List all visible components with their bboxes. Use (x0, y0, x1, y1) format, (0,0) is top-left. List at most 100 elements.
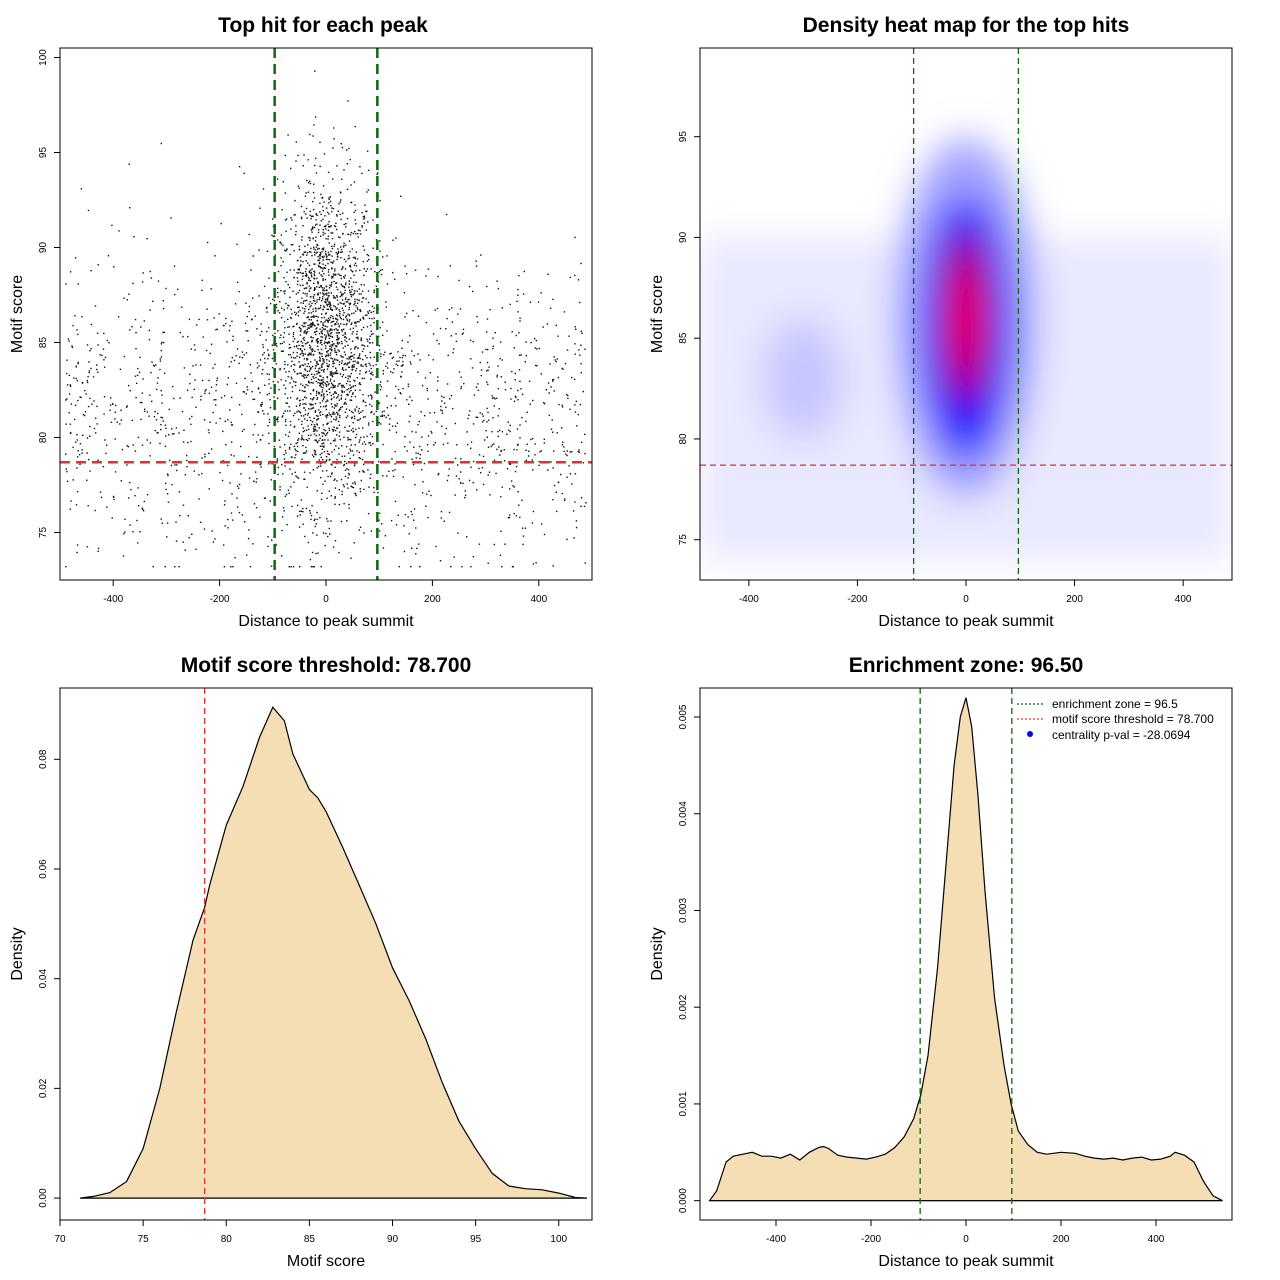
scatter-point (345, 226, 347, 228)
scatter-point (532, 399, 534, 402)
scatter-point (327, 235, 330, 237)
scatter-point (355, 494, 357, 497)
scatter-point (325, 337, 327, 339)
scatter-point (210, 386, 213, 388)
density-area (708, 697, 1223, 1202)
y-tick-label: 95 (38, 147, 49, 159)
scatter-point (311, 326, 313, 328)
scatter-point (323, 342, 325, 345)
scatter-point (297, 154, 299, 157)
scatter-point (348, 503, 350, 506)
y-tick-label: 0.001 (678, 1091, 689, 1116)
scatter-point (325, 286, 328, 288)
scatter-point (289, 420, 292, 423)
scatter-point (469, 339, 472, 342)
scatter-point (381, 415, 384, 417)
scatter-point (165, 488, 167, 491)
scatter-point (545, 389, 547, 391)
scatter-point (206, 241, 209, 244)
scatter-point (293, 325, 295, 327)
scatter-point (330, 328, 332, 330)
scatter-point (299, 510, 301, 512)
scatter-point (160, 343, 163, 345)
scatter-point (344, 289, 346, 292)
scatter-point (330, 357, 332, 359)
scatter-point (283, 384, 285, 386)
scatter-point (322, 360, 324, 362)
scatter-point (309, 403, 311, 405)
scatter-point (378, 460, 380, 463)
scatter-point (129, 524, 131, 526)
scatter-point (471, 367, 474, 369)
scatter-point (297, 306, 299, 309)
scatter-point (354, 298, 356, 301)
scatter-point (84, 411, 87, 413)
scatter-point (186, 459, 188, 462)
scatter-point (238, 404, 241, 406)
scatter-point (325, 254, 327, 256)
scatter-point (370, 373, 373, 375)
scatter-point (286, 271, 288, 273)
scatter-point (296, 283, 299, 286)
scatter-point (328, 342, 330, 344)
scatter-point (307, 341, 309, 343)
scatter-point (354, 230, 356, 233)
scatter-point (323, 294, 325, 296)
scatter-point (300, 302, 302, 304)
scatter-point (72, 479, 74, 481)
scatter-point (370, 378, 372, 380)
scatter-point (203, 528, 206, 530)
scatter-point (323, 287, 325, 289)
scatter-point (307, 276, 310, 279)
scatter-point (346, 468, 348, 470)
scatter-point (460, 471, 462, 473)
scatter-point (335, 308, 337, 310)
scatter-point (359, 230, 361, 232)
scatter-point (344, 339, 346, 341)
scatter-point (195, 364, 197, 366)
panel-heatmap: Density heat map for the top hits -400 -2… (649, 14, 1233, 630)
scatter-point (346, 301, 349, 303)
scatter-point (224, 420, 226, 422)
density-heatmap (700, 48, 1232, 580)
scatter-point (347, 299, 349, 301)
scatter-point (341, 295, 343, 297)
scatter-point (313, 124, 315, 126)
scatter-point (301, 272, 303, 274)
scatter-point (317, 348, 319, 351)
scatter-point (310, 349, 312, 351)
scatter-point (395, 385, 397, 388)
scatter-point (101, 354, 103, 357)
scatter-point (310, 367, 312, 369)
scatter-point (291, 390, 294, 393)
scatter-point (358, 419, 360, 421)
scatter-point (258, 365, 260, 367)
scatter-point (266, 393, 268, 396)
scatter-point (482, 415, 484, 417)
scatter-point (327, 297, 329, 299)
scatter-point (516, 444, 519, 446)
scatter-point (337, 414, 339, 416)
scatter-point (289, 382, 291, 384)
scatter-point (270, 565, 273, 567)
scatter-point (334, 391, 336, 393)
scatter-point (308, 277, 311, 280)
scatter-point (357, 338, 359, 340)
y-tick-label: 0.02 (38, 1078, 49, 1098)
scatter-point (294, 371, 296, 373)
scatter-point (470, 447, 472, 449)
scatter-point (297, 347, 299, 350)
scatter-point (343, 258, 346, 261)
scatter-point (436, 307, 439, 310)
scatter-point (363, 450, 366, 452)
scatter-point (378, 401, 380, 404)
scatter-point (296, 355, 298, 357)
scatter-point (336, 165, 338, 167)
scatter-point (249, 364, 251, 366)
scatter-point (510, 398, 512, 400)
scatter-point (443, 520, 445, 522)
scatter-point (293, 481, 295, 483)
scatter-point (302, 292, 304, 294)
scatter-point (227, 377, 229, 379)
scatter-point (411, 513, 413, 516)
